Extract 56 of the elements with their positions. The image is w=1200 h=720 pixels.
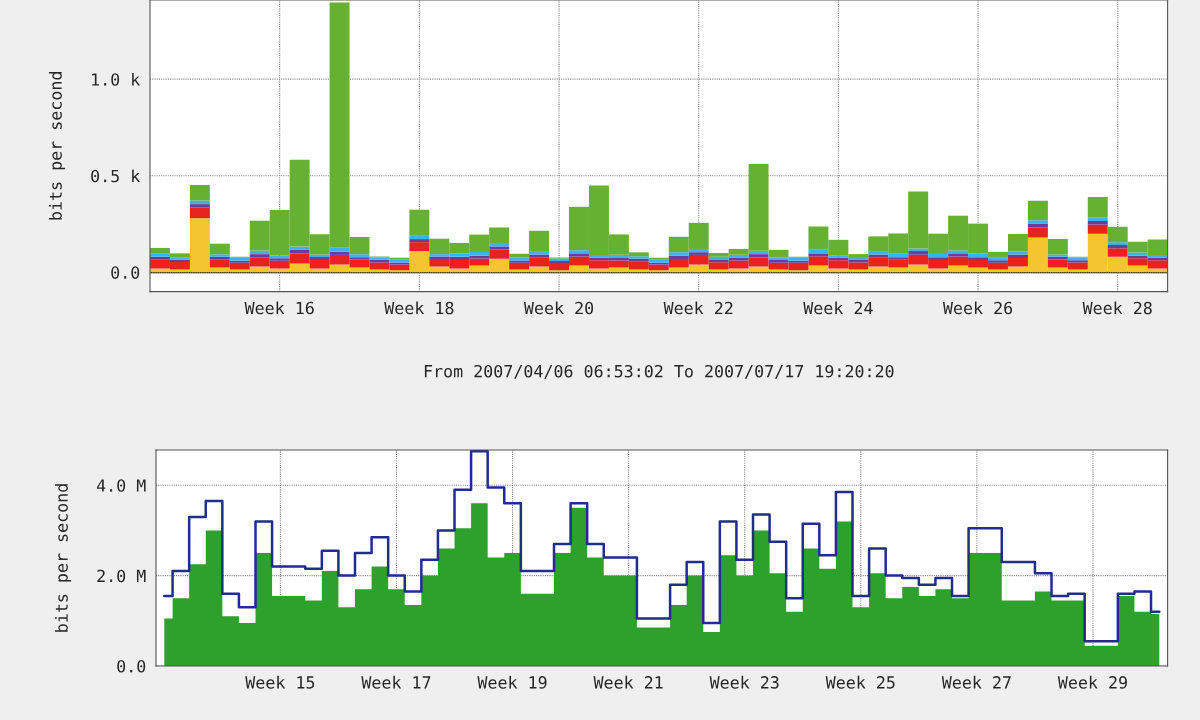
bar [189,200,210,205]
bar [1087,224,1108,234]
bar [1027,200,1048,221]
bar [189,207,210,219]
y-tick-label: 2.0 M [97,569,146,583]
bar [209,243,230,255]
x-tick-label: Week 23 [709,675,779,689]
bar [249,254,270,258]
x-tick-label: Week 20 [523,301,594,315]
y-axis-title: bits per second [48,72,66,220]
bar [529,230,550,252]
bar [189,185,210,201]
bar [289,249,310,254]
x-tick-label: Week 16 [244,301,314,315]
y-axis-title: bits per second [54,484,72,632]
x-tick-label: Week 19 [477,675,547,689]
bar [1107,248,1128,257]
bar [928,253,949,258]
bar [1007,234,1028,252]
bar [1107,226,1128,243]
y-tick-label: 0.5 k [91,169,141,183]
bar [509,253,530,258]
x-tick-label: Week 29 [1057,675,1127,689]
bar [1047,239,1068,255]
y-tick-label: 4.0 M [96,479,146,492]
text: From 2007/04/06 06:53:02 To 2007/07/17 19:20:20 [424,364,894,379]
x-tick-label: Week 27 [941,675,1011,689]
bar [409,209,430,236]
bar [409,242,430,252]
bar [928,257,949,261]
y-tick-label: 0.0 [111,266,140,279]
bar [1027,227,1048,238]
bar [329,247,350,252]
x-tick-label: Week 17 [361,675,431,689]
x-tick-label: Week 24 [803,301,873,315]
bar [409,235,430,240]
bar [748,250,769,255]
bar [808,253,829,257]
bar [968,257,989,260]
bar [189,204,210,208]
bar [409,239,430,243]
bar [1087,221,1108,225]
x-tick-label: Week 28 [1082,301,1152,315]
bar [329,251,350,255]
x-tick-label: Week 22 [663,301,733,315]
bar [1027,220,1048,224]
bar [1087,217,1108,222]
x-tick-label: Week 25 [825,675,895,689]
y-tick-label: 1.0 k [92,72,141,86]
bar [289,246,310,250]
y-tick-label: 0.0 [117,660,146,673]
bar [1087,196,1108,218]
x-tick-label: Week 26 [942,301,1013,315]
x-tick-label: Week 21 [593,675,663,689]
x-tick-label: Week 15 [245,675,315,689]
x-tick-label: Week 18 [384,301,454,315]
